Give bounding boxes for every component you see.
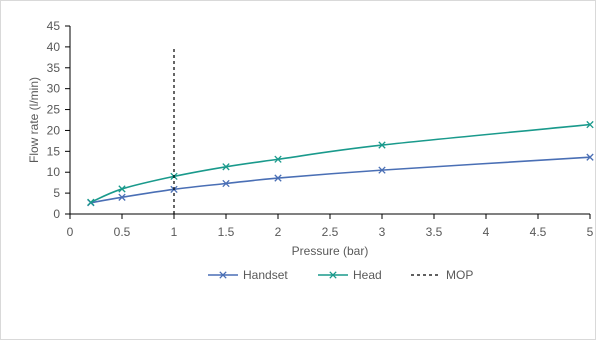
x-tick-label: 0.5 xyxy=(114,225,131,239)
y-tick-label: 30 xyxy=(47,82,61,96)
legend-label: Head xyxy=(353,268,382,282)
y-tick-label: 5 xyxy=(53,186,60,200)
x-tick-label: 3 xyxy=(379,225,386,239)
x-tick-label: 2 xyxy=(275,225,282,239)
series-handset-point xyxy=(274,174,282,182)
series-handset-point xyxy=(222,179,230,188)
series-head-point xyxy=(87,198,95,206)
legend-label: MOP xyxy=(446,268,473,282)
x-axis-title: Pressure (bar) xyxy=(292,244,369,258)
y-tick-label: 25 xyxy=(47,103,61,117)
y-tick-label: 15 xyxy=(47,144,61,158)
legend-item-mop: MOP xyxy=(411,268,473,282)
y-tick-label: 35 xyxy=(47,61,61,75)
legend-marker xyxy=(219,271,227,279)
y-tick-label: 40 xyxy=(47,40,61,54)
y-tick-label: 45 xyxy=(47,19,61,33)
legend-marker xyxy=(329,271,337,279)
series-head-point xyxy=(378,141,386,149)
x-tick-label: 0 xyxy=(67,225,74,239)
x-tick-label: 3.5 xyxy=(426,225,443,239)
legend-label: Handset xyxy=(243,268,288,282)
series-group xyxy=(87,46,594,214)
x-tick-label: 4 xyxy=(483,225,490,239)
y-tick-label: 20 xyxy=(47,123,61,137)
series-head-point xyxy=(586,120,594,129)
series-handset-line xyxy=(90,156,591,204)
legend-item-head: Head xyxy=(318,268,382,282)
series-head-point xyxy=(222,163,230,171)
x-tick-label: 1 xyxy=(171,225,178,239)
series-handset-point xyxy=(118,193,126,201)
series-handset-point xyxy=(586,153,594,161)
axes-group: 0 5 10 15 20 25 30 35 40 45 0 0.5 1 1.5 2 2.5 3 3.5 4 4.5 5 xyxy=(47,19,594,239)
series-head-line xyxy=(90,123,591,204)
legend: Handset Head MOP xyxy=(208,268,473,282)
x-tick-label: 2.5 xyxy=(322,225,339,239)
x-tick-label: 1.5 xyxy=(218,225,235,239)
series-handset-point xyxy=(378,166,386,174)
legend-item-handset: Handset xyxy=(208,268,288,282)
series-head-point xyxy=(118,185,126,193)
series-head-point xyxy=(274,155,282,163)
y-tick-label: 10 xyxy=(47,165,61,179)
x-tick-label: 4.5 xyxy=(530,225,547,239)
x-tick-label: 5 xyxy=(587,225,594,239)
y-tick-label: 0 xyxy=(53,207,60,221)
y-axis-title: Flow rate (l/min) xyxy=(27,77,41,163)
